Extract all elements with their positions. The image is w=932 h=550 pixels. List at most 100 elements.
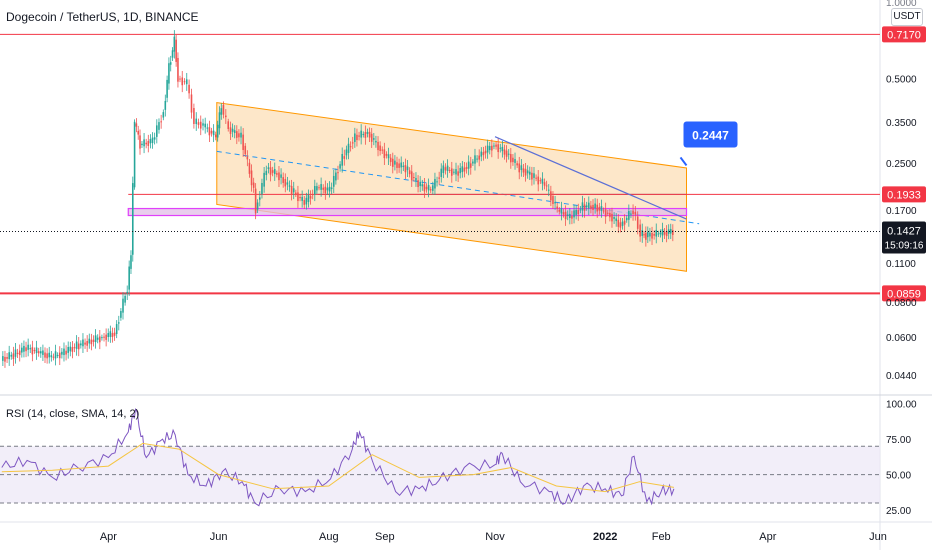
candle-body [657, 233, 660, 235]
candle-body [23, 345, 25, 352]
candle-body [558, 209, 561, 212]
candle-body [208, 127, 211, 136]
candle-body [105, 334, 107, 340]
candle-body [86, 341, 88, 346]
candle-body [286, 182, 289, 185]
candle-body [330, 187, 333, 189]
candle-body [6, 357, 8, 359]
time-tick-label: Nov [485, 531, 505, 543]
candle-body [206, 127, 209, 129]
time-tick-label: Sep [375, 531, 395, 543]
candle-body [373, 138, 375, 140]
rsi-ma-line [1, 442, 674, 493]
candle-body [641, 230, 644, 236]
candle-body [135, 123, 138, 127]
candle-body [4, 356, 6, 362]
candle-body [231, 128, 234, 132]
candle-body [562, 212, 565, 215]
candle-body [493, 145, 495, 147]
price-level-label: 0.1933 [887, 189, 921, 201]
candle-body [46, 353, 48, 359]
candle-body [173, 36, 176, 52]
price-tick-label: 1.0000 [886, 0, 917, 9]
candle-body [218, 112, 221, 129]
candle-body [417, 180, 419, 188]
rsi-tick-label: 75.00 [886, 435, 911, 446]
candle-body [360, 130, 362, 138]
candle-body [569, 213, 571, 219]
candle-body [545, 185, 548, 187]
time-axis[interactable]: Apr Jun Aug Sep Nov 2022 Feb Apr Jun [0, 521, 932, 543]
candle-body [396, 162, 398, 168]
candle-body [29, 348, 32, 350]
candle-body [594, 203, 596, 209]
candle-body [550, 191, 552, 201]
candle-body [465, 166, 468, 169]
price-level-badge [882, 26, 926, 43]
candle-body [164, 100, 167, 110]
candle-body [617, 219, 620, 227]
candle-body [415, 178, 417, 181]
candle-body [280, 174, 282, 178]
candle-body [258, 197, 261, 200]
candle-body [604, 209, 607, 217]
candle-body [96, 337, 99, 340]
candle-body [252, 182, 255, 188]
candle-body [520, 165, 523, 171]
candle-body [288, 185, 291, 187]
time-tick-label: Aug [319, 531, 339, 543]
candle-body [497, 144, 499, 153]
rsi-line [1, 407, 675, 507]
candle-body [655, 229, 658, 237]
candle-body [227, 121, 230, 129]
candle-body [402, 165, 405, 168]
candle-body [58, 352, 61, 359]
candle-body [193, 108, 195, 124]
price-level-label: 0.7170 [887, 29, 921, 41]
candle-body [61, 351, 63, 355]
candle-body [480, 151, 483, 157]
candle-body [328, 186, 331, 192]
candle-body [181, 77, 184, 86]
candle-body [332, 175, 335, 187]
candle-body [526, 170, 529, 174]
candle-body [375, 140, 377, 143]
candle-body [381, 149, 384, 151]
currency-unit-button[interactable]: USDT [891, 8, 923, 26]
candle-body [575, 209, 577, 215]
candle-body [667, 229, 670, 234]
candle-body [99, 336, 101, 343]
candle-body [177, 57, 179, 82]
candle-body [636, 216, 639, 229]
candle-body [84, 342, 86, 345]
candle-body [107, 333, 110, 338]
rsi-band [0, 446, 880, 503]
candle-body [455, 169, 457, 175]
candle-body [69, 346, 72, 352]
last-price-badge [882, 221, 926, 254]
candle-body [246, 156, 249, 160]
candle-body [225, 115, 227, 118]
candle-body [115, 324, 118, 335]
candle-body [63, 348, 65, 356]
price-level-label: 0.0859 [887, 288, 921, 300]
rsi-pane[interactable]: 100.00 75.00 50.00 25.00 [0, 400, 917, 517]
candle-body [92, 339, 95, 343]
candle-body [453, 171, 455, 173]
candle-body [377, 141, 379, 151]
candle-body [592, 204, 594, 210]
candle-body [301, 196, 303, 201]
candle-body [512, 157, 514, 163]
candle-body [16, 352, 19, 354]
candle-body [442, 165, 445, 173]
candle-body [188, 84, 190, 94]
candle-body [448, 169, 451, 171]
candle-body [103, 336, 105, 338]
candle-body [73, 347, 76, 349]
candle-body [379, 145, 381, 152]
candle-body [514, 159, 516, 163]
candle-body [583, 204, 586, 211]
candle-body [672, 230, 674, 236]
